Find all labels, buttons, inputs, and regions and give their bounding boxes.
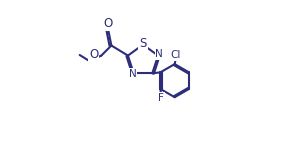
Text: Cl: Cl bbox=[171, 50, 181, 60]
Text: F: F bbox=[158, 93, 164, 103]
Text: N: N bbox=[155, 49, 163, 59]
Text: O: O bbox=[103, 17, 112, 30]
Text: S: S bbox=[139, 37, 147, 50]
Text: O: O bbox=[89, 48, 98, 61]
Text: N: N bbox=[129, 69, 136, 79]
